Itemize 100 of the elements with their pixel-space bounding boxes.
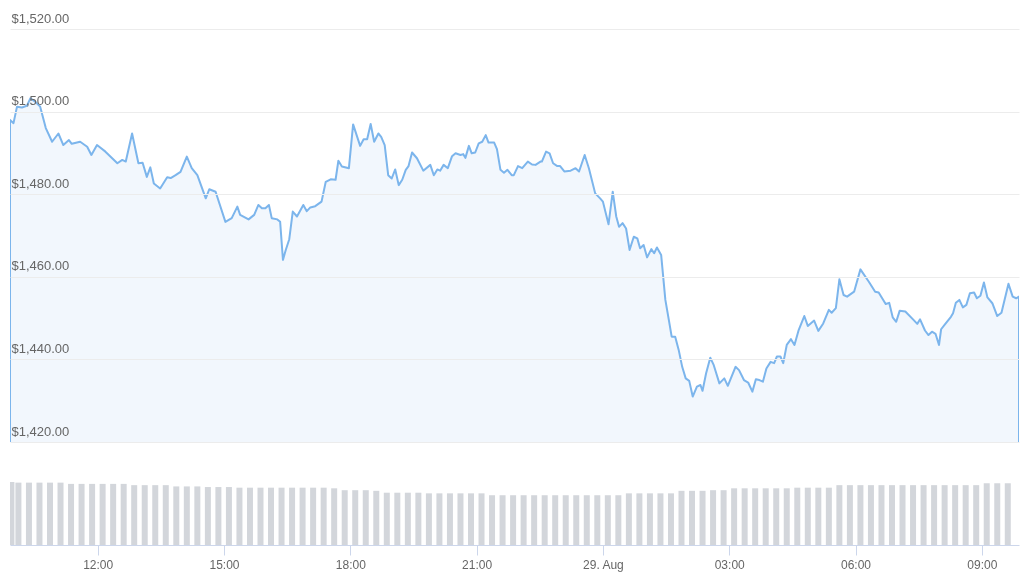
bar bbox=[625, 493, 632, 545]
bar bbox=[425, 493, 432, 545]
bar bbox=[794, 487, 801, 545]
bar bbox=[720, 490, 727, 545]
y-tick-label: $1,440.00 bbox=[11, 340, 70, 356]
bar bbox=[931, 485, 938, 545]
bar bbox=[910, 485, 917, 545]
bar bbox=[889, 485, 895, 545]
bar bbox=[436, 493, 443, 545]
bar bbox=[646, 493, 653, 545]
bar bbox=[110, 483, 117, 545]
bar bbox=[489, 495, 496, 545]
bar bbox=[310, 487, 317, 545]
bar bbox=[183, 486, 190, 545]
bar bbox=[878, 485, 885, 545]
bar bbox=[89, 483, 96, 545]
bar bbox=[994, 483, 1001, 545]
bar bbox=[415, 492, 422, 545]
bar bbox=[394, 492, 401, 545]
bar bbox=[836, 485, 843, 545]
bar bbox=[25, 482, 32, 545]
bar bbox=[867, 485, 874, 545]
x-tick-label: 18:00 bbox=[335, 557, 367, 572]
bar bbox=[299, 487, 306, 545]
bar bbox=[573, 495, 580, 545]
bar bbox=[331, 488, 338, 545]
bar bbox=[667, 493, 674, 545]
x-tick-label: 21:00 bbox=[462, 557, 493, 572]
bar bbox=[804, 487, 811, 545]
bar bbox=[615, 495, 622, 545]
bar bbox=[531, 495, 538, 545]
bar bbox=[541, 495, 548, 545]
bar bbox=[678, 490, 685, 545]
bar bbox=[162, 485, 169, 545]
bar bbox=[341, 490, 348, 545]
bar bbox=[520, 495, 527, 545]
bar bbox=[825, 487, 832, 545]
bar bbox=[194, 486, 201, 545]
y-tick-label: $1,520.00 bbox=[11, 10, 70, 26]
bar bbox=[562, 495, 569, 545]
bar bbox=[741, 488, 748, 545]
bar bbox=[131, 485, 138, 545]
y-tick-label: $1,480.00 bbox=[11, 175, 70, 191]
bar bbox=[204, 487, 211, 545]
bar bbox=[120, 483, 127, 545]
bar bbox=[468, 493, 474, 545]
bar bbox=[689, 490, 696, 545]
bar bbox=[1004, 483, 1011, 545]
bar bbox=[320, 487, 327, 545]
x-tick-label: 06:00 bbox=[841, 557, 872, 572]
bar bbox=[278, 487, 285, 545]
x-tick-label: 03:00 bbox=[714, 557, 746, 572]
bar bbox=[920, 485, 927, 545]
bar bbox=[499, 495, 506, 545]
bar bbox=[152, 485, 159, 545]
bar bbox=[404, 492, 411, 545]
bar bbox=[383, 492, 390, 545]
bar bbox=[636, 493, 643, 545]
bar bbox=[236, 487, 243, 545]
bar bbox=[731, 488, 738, 545]
bar bbox=[99, 483, 106, 545]
bar bbox=[710, 490, 717, 545]
bar bbox=[762, 488, 769, 545]
bar bbox=[78, 483, 85, 545]
bar bbox=[815, 487, 822, 545]
bar bbox=[446, 493, 453, 545]
y-tick-label: $1,420.00 bbox=[11, 423, 70, 439]
x-tick-label: 15:00 bbox=[209, 557, 240, 572]
bar bbox=[246, 487, 253, 545]
bar bbox=[141, 485, 148, 545]
bar bbox=[899, 485, 906, 545]
bar bbox=[952, 485, 959, 545]
x-tick-label: 29. Aug bbox=[583, 557, 624, 572]
bar bbox=[699, 490, 706, 545]
bar bbox=[257, 487, 264, 545]
bar bbox=[604, 495, 611, 545]
bar bbox=[973, 485, 980, 545]
bar bbox=[68, 483, 75, 545]
bar bbox=[657, 493, 664, 545]
bar bbox=[457, 493, 464, 545]
bar bbox=[47, 482, 53, 545]
bar bbox=[215, 487, 222, 545]
bar bbox=[962, 485, 969, 545]
bar bbox=[373, 490, 380, 545]
x-tick-label: 12:00 bbox=[83, 557, 114, 572]
bar bbox=[773, 488, 780, 545]
bar bbox=[352, 490, 359, 545]
y-tick-label: $1,460.00 bbox=[11, 258, 70, 274]
bar bbox=[268, 487, 275, 545]
bar bbox=[478, 493, 485, 545]
bar bbox=[846, 485, 853, 545]
bar bbox=[783, 488, 790, 545]
bar bbox=[510, 495, 517, 545]
bar bbox=[552, 495, 559, 545]
bar bbox=[289, 487, 296, 545]
bar bbox=[983, 483, 990, 545]
bar bbox=[362, 490, 369, 545]
bar bbox=[857, 485, 864, 545]
bar bbox=[173, 486, 180, 545]
bar bbox=[57, 482, 64, 545]
